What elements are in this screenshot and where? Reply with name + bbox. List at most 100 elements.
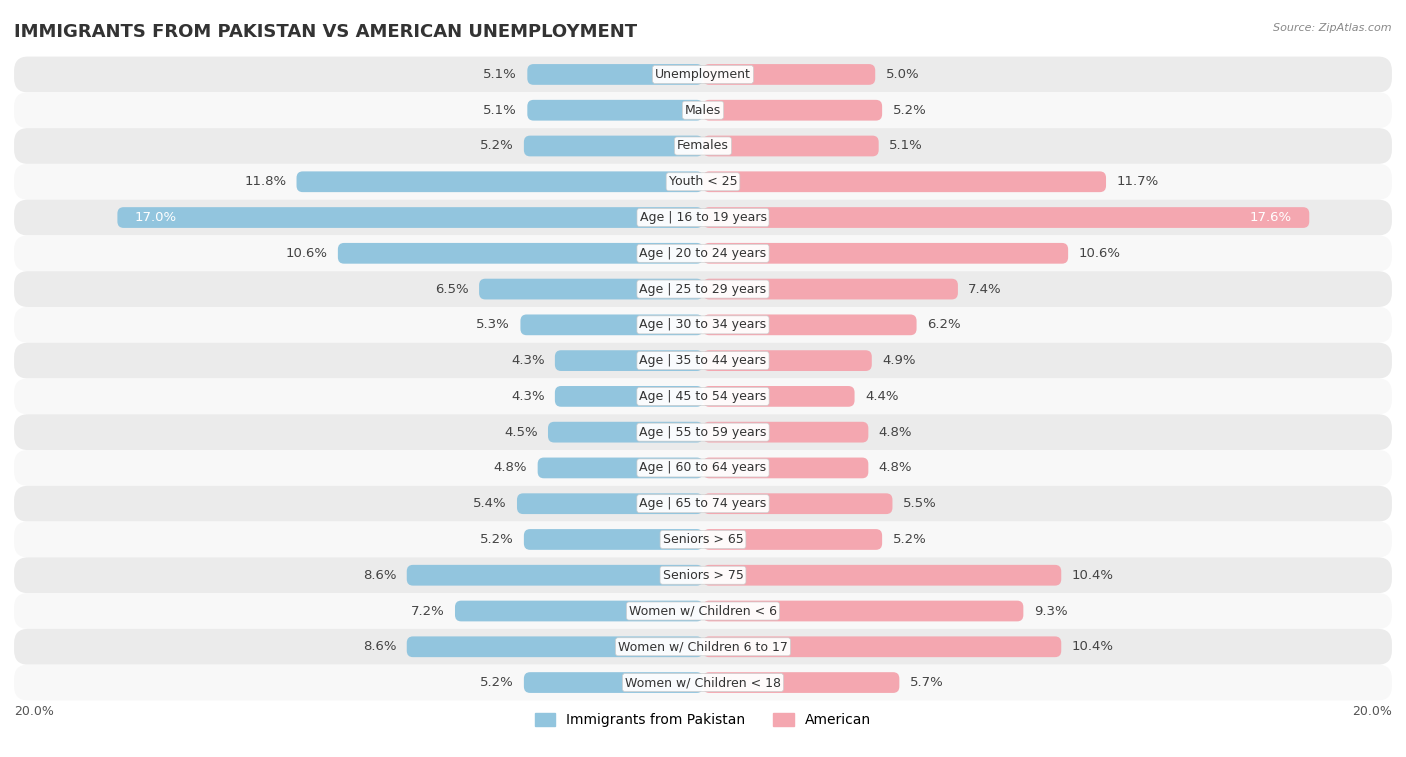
Text: 4.8%: 4.8% xyxy=(494,462,527,475)
Text: Age | 30 to 34 years: Age | 30 to 34 years xyxy=(640,319,766,332)
FancyBboxPatch shape xyxy=(703,637,1062,657)
Text: 7.2%: 7.2% xyxy=(411,605,444,618)
Text: Age | 45 to 54 years: Age | 45 to 54 years xyxy=(640,390,766,403)
FancyBboxPatch shape xyxy=(520,314,703,335)
Text: 5.2%: 5.2% xyxy=(893,533,927,546)
Text: 5.1%: 5.1% xyxy=(889,139,922,152)
FancyBboxPatch shape xyxy=(703,386,855,407)
FancyBboxPatch shape xyxy=(703,457,869,478)
FancyBboxPatch shape xyxy=(703,136,879,157)
FancyBboxPatch shape xyxy=(703,672,900,693)
Text: 5.0%: 5.0% xyxy=(886,68,920,81)
Text: Women w/ Children < 6: Women w/ Children < 6 xyxy=(628,605,778,618)
Text: 8.6%: 8.6% xyxy=(363,569,396,581)
Text: 5.7%: 5.7% xyxy=(910,676,943,689)
Text: 10.6%: 10.6% xyxy=(1078,247,1121,260)
FancyBboxPatch shape xyxy=(703,64,875,85)
FancyBboxPatch shape xyxy=(14,557,1392,593)
Text: 5.2%: 5.2% xyxy=(479,139,513,152)
FancyBboxPatch shape xyxy=(14,629,1392,665)
Text: 6.5%: 6.5% xyxy=(434,282,468,295)
Legend: Immigrants from Pakistan, American: Immigrants from Pakistan, American xyxy=(529,708,877,733)
FancyBboxPatch shape xyxy=(555,386,703,407)
FancyBboxPatch shape xyxy=(548,422,703,443)
FancyBboxPatch shape xyxy=(555,350,703,371)
FancyBboxPatch shape xyxy=(14,450,1392,486)
Text: 4.4%: 4.4% xyxy=(865,390,898,403)
FancyBboxPatch shape xyxy=(337,243,703,263)
FancyBboxPatch shape xyxy=(527,100,703,120)
FancyBboxPatch shape xyxy=(14,378,1392,414)
FancyBboxPatch shape xyxy=(524,136,703,157)
FancyBboxPatch shape xyxy=(703,243,1069,263)
FancyBboxPatch shape xyxy=(703,350,872,371)
FancyBboxPatch shape xyxy=(14,57,1392,92)
Text: 20.0%: 20.0% xyxy=(1353,705,1392,718)
Text: Unemployment: Unemployment xyxy=(655,68,751,81)
Text: Seniors > 65: Seniors > 65 xyxy=(662,533,744,546)
Text: Females: Females xyxy=(678,139,728,152)
Text: 4.3%: 4.3% xyxy=(510,354,544,367)
Text: 4.3%: 4.3% xyxy=(510,390,544,403)
Text: 7.4%: 7.4% xyxy=(969,282,1002,295)
FancyBboxPatch shape xyxy=(703,207,1309,228)
Text: 9.3%: 9.3% xyxy=(1033,605,1067,618)
FancyBboxPatch shape xyxy=(537,457,703,478)
Text: 11.8%: 11.8% xyxy=(245,176,287,188)
Text: Youth < 25: Youth < 25 xyxy=(669,176,737,188)
Text: 6.2%: 6.2% xyxy=(927,319,960,332)
Text: 4.8%: 4.8% xyxy=(879,425,912,438)
Text: 5.2%: 5.2% xyxy=(479,533,513,546)
FancyBboxPatch shape xyxy=(14,271,1392,307)
Text: 5.4%: 5.4% xyxy=(472,497,506,510)
FancyBboxPatch shape xyxy=(703,529,882,550)
Text: 5.2%: 5.2% xyxy=(893,104,927,117)
FancyBboxPatch shape xyxy=(14,164,1392,200)
FancyBboxPatch shape xyxy=(14,522,1392,557)
Text: Age | 35 to 44 years: Age | 35 to 44 years xyxy=(640,354,766,367)
FancyBboxPatch shape xyxy=(703,494,893,514)
FancyBboxPatch shape xyxy=(456,600,703,621)
Text: IMMIGRANTS FROM PAKISTAN VS AMERICAN UNEMPLOYMENT: IMMIGRANTS FROM PAKISTAN VS AMERICAN UNE… xyxy=(14,23,637,41)
FancyBboxPatch shape xyxy=(527,64,703,85)
Text: 5.2%: 5.2% xyxy=(479,676,513,689)
Text: 10.4%: 10.4% xyxy=(1071,640,1114,653)
FancyBboxPatch shape xyxy=(14,593,1392,629)
Text: 10.6%: 10.6% xyxy=(285,247,328,260)
Text: Males: Males xyxy=(685,104,721,117)
Text: Age | 16 to 19 years: Age | 16 to 19 years xyxy=(640,211,766,224)
FancyBboxPatch shape xyxy=(703,565,1062,586)
Text: Seniors > 75: Seniors > 75 xyxy=(662,569,744,581)
FancyBboxPatch shape xyxy=(117,207,703,228)
FancyBboxPatch shape xyxy=(703,600,1024,621)
FancyBboxPatch shape xyxy=(703,171,1107,192)
FancyBboxPatch shape xyxy=(14,414,1392,450)
FancyBboxPatch shape xyxy=(479,279,703,300)
Text: Source: ZipAtlas.com: Source: ZipAtlas.com xyxy=(1274,23,1392,33)
Text: Age | 65 to 74 years: Age | 65 to 74 years xyxy=(640,497,766,510)
Text: Age | 20 to 24 years: Age | 20 to 24 years xyxy=(640,247,766,260)
Text: 4.9%: 4.9% xyxy=(882,354,915,367)
Text: 5.3%: 5.3% xyxy=(477,319,510,332)
Text: 5.1%: 5.1% xyxy=(484,68,517,81)
Text: Age | 25 to 29 years: Age | 25 to 29 years xyxy=(640,282,766,295)
FancyBboxPatch shape xyxy=(14,343,1392,378)
FancyBboxPatch shape xyxy=(703,422,869,443)
Text: 4.8%: 4.8% xyxy=(879,462,912,475)
Text: 10.4%: 10.4% xyxy=(1071,569,1114,581)
Text: 11.7%: 11.7% xyxy=(1116,176,1159,188)
Text: 17.6%: 17.6% xyxy=(1250,211,1292,224)
FancyBboxPatch shape xyxy=(703,314,917,335)
FancyBboxPatch shape xyxy=(524,672,703,693)
FancyBboxPatch shape xyxy=(517,494,703,514)
Text: Age | 55 to 59 years: Age | 55 to 59 years xyxy=(640,425,766,438)
Text: 8.6%: 8.6% xyxy=(363,640,396,653)
FancyBboxPatch shape xyxy=(297,171,703,192)
Text: 20.0%: 20.0% xyxy=(14,705,53,718)
FancyBboxPatch shape xyxy=(524,529,703,550)
FancyBboxPatch shape xyxy=(14,665,1392,700)
FancyBboxPatch shape xyxy=(14,235,1392,271)
FancyBboxPatch shape xyxy=(406,565,703,586)
FancyBboxPatch shape xyxy=(14,307,1392,343)
Text: 5.1%: 5.1% xyxy=(484,104,517,117)
